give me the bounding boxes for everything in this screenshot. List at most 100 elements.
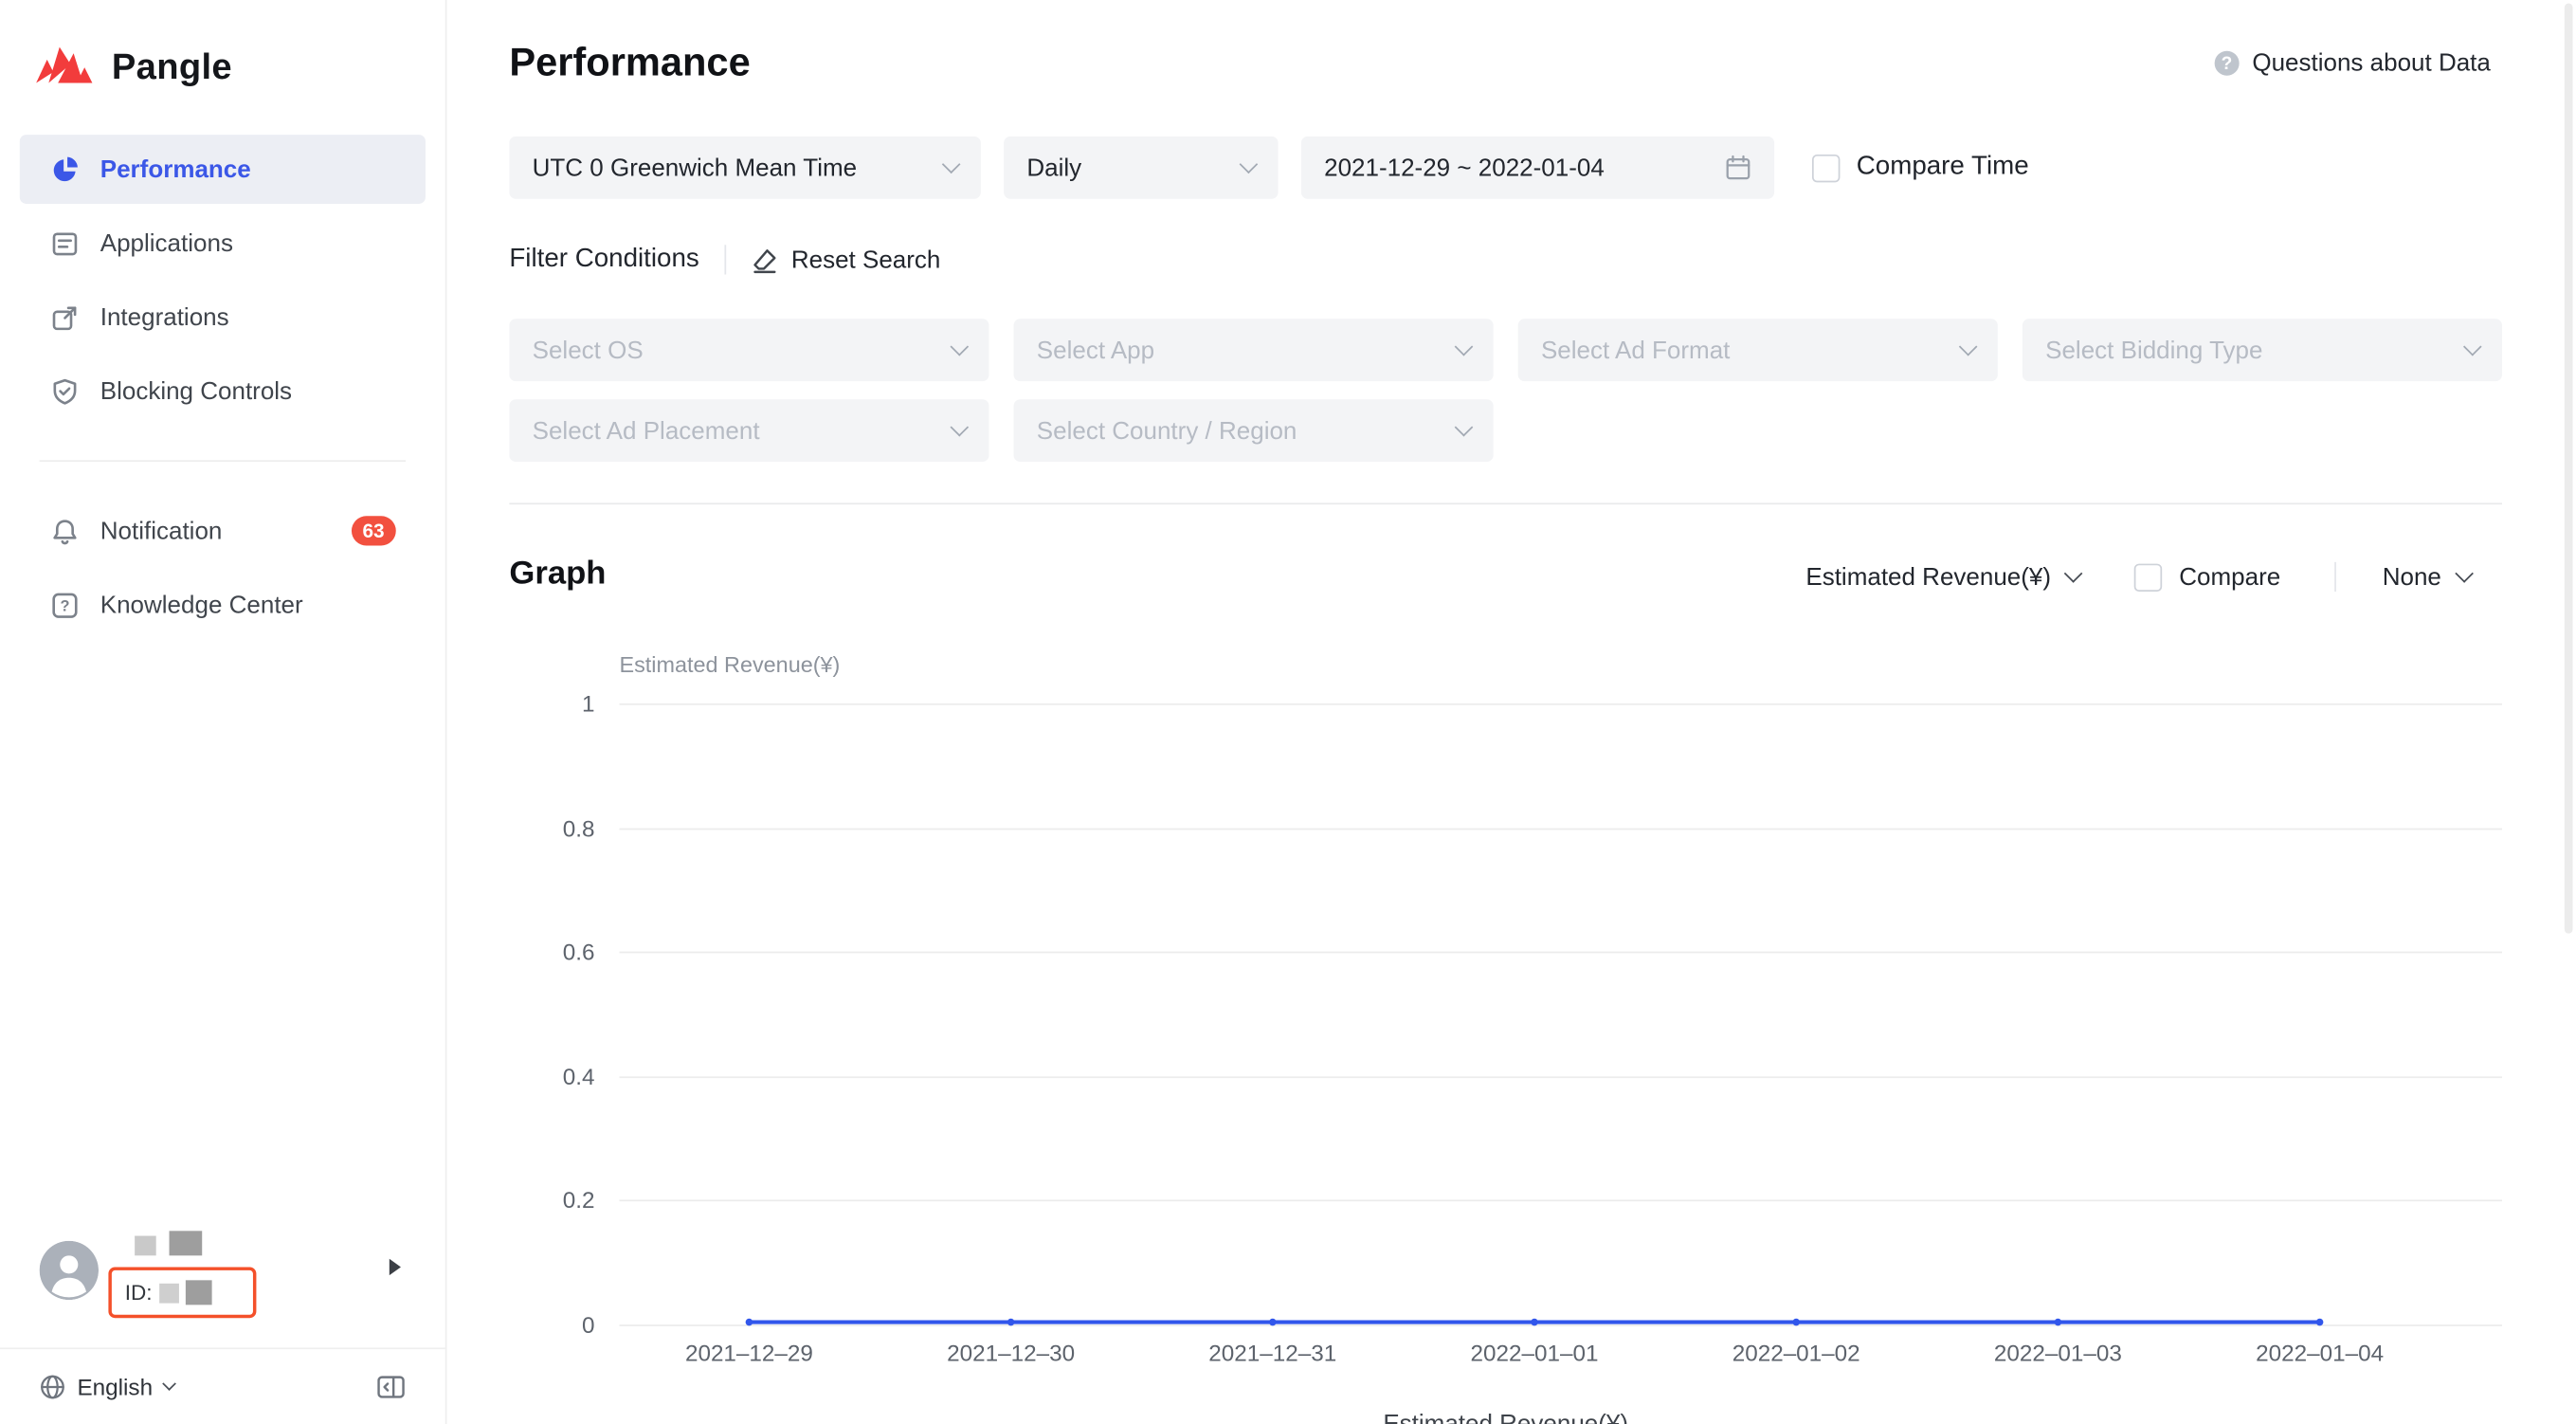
redacted-id-block [185, 1280, 211, 1305]
y-tick-label: 0.6 [562, 939, 595, 965]
x-tick-label: 2021–12–31 [1208, 1339, 1337, 1366]
eraser-icon [750, 246, 777, 273]
sidebar-item-label: Notification [100, 517, 223, 545]
chevron-down-icon [950, 337, 970, 356]
granularity-select[interactable]: Daily [1004, 136, 1279, 199]
sidebar-item-applications[interactable]: Applications [20, 209, 426, 278]
chevron-down-icon [941, 155, 961, 174]
user-id-highlight-box: ID: [108, 1267, 257, 1319]
chevron-down-icon [1239, 155, 1259, 174]
section-divider [509, 502, 2502, 505]
user-area[interactable]: ID: [0, 1183, 445, 1347]
select-bidding-type-placeholder: Select Bidding Type [2045, 336, 2263, 364]
svg-text:?: ? [60, 597, 69, 614]
language-selector[interactable]: English [40, 1374, 176, 1400]
brand-name: Pangle [111, 46, 233, 87]
x-tick-label: 2022–01–04 [2256, 1339, 2385, 1366]
redacted-username-block [135, 1235, 156, 1256]
timezone-select[interactable]: UTC 0 Greenwich Mean Time [509, 136, 981, 199]
collapse-sidebar-icon[interactable] [376, 1374, 406, 1400]
user-id-label: ID: [124, 1280, 153, 1305]
graph-controls: Estimated Revenue(¥) Compare None [1805, 561, 2474, 593]
redacted-id-block [158, 1282, 179, 1303]
chevron-down-icon [2064, 564, 2084, 583]
language-label: English [77, 1374, 154, 1400]
gridline [619, 1200, 2502, 1202]
integrations-icon [49, 302, 79, 332]
chart-series-line [745, 1318, 2324, 1326]
sidebar-item-knowledge-center[interactable]: ? Knowledge Center [20, 570, 426, 639]
sidebar-menu: Performance Applications [0, 135, 445, 639]
reset-search-button[interactable]: Reset Search [750, 246, 941, 274]
reset-search-label: Reset Search [790, 246, 941, 274]
chevron-down-icon [950, 417, 970, 437]
select-bidding-type[interactable]: Select Bidding Type [2022, 319, 2502, 382]
question-square-icon: ? [49, 590, 79, 619]
questions-about-data-link[interactable]: ? Questions about Data [2214, 49, 2491, 77]
x-tick-label: 2022–01–02 [1732, 1339, 1860, 1366]
sidebar-item-label: Blocking Controls [100, 376, 293, 406]
filter-selects-grid: Select OS Select App Select Ad Format Se… [509, 319, 2516, 463]
sidebar-item-notification[interactable]: Notification 63 [20, 496, 426, 565]
granularity-value: Daily [1026, 154, 1082, 182]
breakdown-value: None [2382, 562, 2441, 592]
gridline [619, 827, 2502, 830]
x-tick-label: 2021–12–29 [684, 1339, 813, 1366]
select-os[interactable]: Select OS [509, 319, 989, 382]
page-title: Performance [509, 41, 751, 86]
chevron-down-icon [2455, 564, 2474, 583]
x-tick-label: 2022–01–01 [1470, 1339, 1599, 1366]
calendar-icon [1725, 155, 1751, 181]
compare-time-group: Compare Time [1811, 153, 2029, 182]
compare-time-checkbox[interactable] [1811, 154, 1841, 182]
select-app[interactable]: Select App [1013, 319, 1494, 382]
y-axis-title: Estimated Revenue(¥) [619, 652, 841, 678]
select-app-placeholder: Select App [1036, 336, 1155, 364]
select-country-region[interactable]: Select Country / Region [1013, 399, 1494, 463]
metric-select[interactable]: Estimated Revenue(¥) [1805, 562, 2084, 592]
user-avatar[interactable] [39, 1240, 100, 1301]
gridline [619, 951, 2502, 954]
chevron-down-icon [162, 1377, 176, 1391]
compare-time-label: Compare Time [1856, 153, 2029, 181]
bell-icon [49, 516, 79, 545]
x-tick-label: 2022–01–03 [1993, 1339, 2122, 1366]
expand-arrow-icon[interactable] [389, 1258, 401, 1276]
gridline [619, 703, 2502, 705]
sidebar-item-integrations[interactable]: Integrations [20, 283, 426, 352]
question-circle-icon: ? [2214, 50, 2240, 76]
page-scrollbar[interactable] [2564, 3, 2573, 934]
vertical-divider [2334, 561, 2337, 593]
chevron-down-icon [1958, 337, 1978, 356]
filter-conditions-row: Filter Conditions Reset Search [509, 245, 941, 275]
metric-value: Estimated Revenue(¥) [1805, 562, 2052, 592]
date-range-picker[interactable]: 2021-12-29 ~ 2022-01-04 [1300, 136, 1775, 199]
compare-label: Compare [2179, 562, 2281, 592]
compare-checkbox[interactable] [2134, 562, 2163, 592]
shield-icon [49, 376, 79, 406]
sidebar-item-performance[interactable]: Performance [19, 135, 426, 204]
chevron-down-icon [1454, 417, 1474, 437]
gridline [619, 1076, 2502, 1078]
select-ad-format[interactable]: Select Ad Format [1517, 319, 1998, 382]
redacted-username-block [169, 1231, 203, 1256]
sidebar: Pangle Performance [0, 0, 447, 1424]
compare-group: Compare [2134, 562, 2281, 592]
sidebar-divider [39, 460, 407, 463]
applications-icon [49, 228, 79, 258]
select-country-region-placeholder: Select Country / Region [1036, 416, 1297, 445]
sidebar-item-blocking-controls[interactable]: Blocking Controls [20, 356, 426, 426]
y-tick-label: 0.2 [562, 1187, 595, 1214]
breakdown-select[interactable]: None [2382, 562, 2474, 592]
timezone-value: UTC 0 Greenwich Mean Time [532, 154, 858, 182]
gridline [619, 1324, 2502, 1326]
pangle-logo-icon [36, 45, 99, 91]
revenue-line-chart: Estimated Revenue(¥) Estimated Revenue(¥… [509, 649, 2502, 1424]
chevron-down-icon [2462, 337, 2482, 356]
y-tick-label: 0.4 [562, 1063, 595, 1089]
pangle-logo[interactable]: Pangle [0, 0, 445, 105]
select-ad-placement[interactable]: Select Ad Placement [509, 399, 989, 463]
sidebar-footer: English [0, 1347, 445, 1424]
sidebar-item-label: Performance [100, 155, 251, 184]
